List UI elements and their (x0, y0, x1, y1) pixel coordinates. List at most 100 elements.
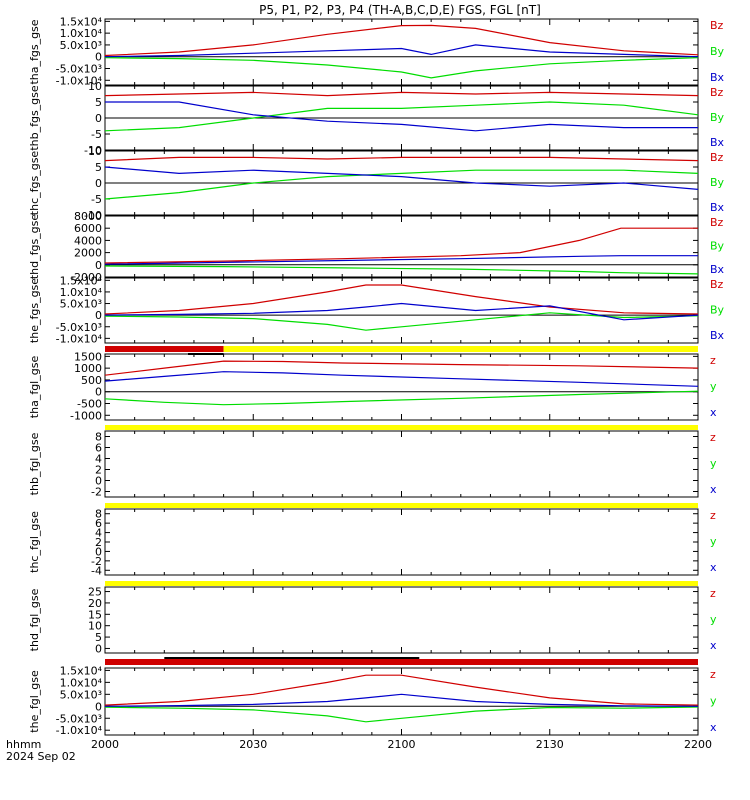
series-line-z (104, 674, 699, 706)
series-line-bz (104, 24, 699, 57)
y-tick-label: 1.0x10⁴ (60, 27, 103, 40)
status-segment-yellow (105, 425, 698, 430)
y-tick-label: -4 (91, 564, 102, 577)
y-tick-label: -10 (84, 209, 102, 222)
x-tick-label: 2200 (684, 738, 712, 751)
y-tick-label: 8 (95, 508, 102, 521)
legend-label: Bx (710, 136, 725, 149)
legend-label: Bz (710, 278, 724, 291)
status-bar-1 (105, 346, 698, 355)
y-tick-label: 2000 (74, 247, 102, 260)
y-tick-label: 8 (95, 431, 102, 444)
series-line-bx (104, 44, 699, 58)
series-line-by (104, 57, 699, 79)
y-axis-label: the_fgs_gse (28, 278, 41, 343)
legend-label: Bz (710, 86, 724, 99)
y-tick-label: -2000 (70, 271, 102, 284)
y-tick-label: -5.0x10³ (56, 321, 102, 334)
panel-3: 10 5 0 -5 -10 thc_fgs_gse Bz By Bx (28, 145, 725, 222)
legend-label: Bx (710, 201, 725, 214)
legend-label: z (710, 587, 716, 600)
series-line-by (104, 265, 699, 275)
y-tick-label: -500 (77, 398, 102, 411)
legend-label: By (710, 240, 725, 253)
legend-label: y (710, 613, 717, 626)
legend-label: y (710, 457, 717, 470)
status-marker (164, 657, 420, 659)
y-axis-label: thd_fgs_gse (28, 214, 41, 280)
y-tick-label: 0 (95, 642, 102, 655)
y-tick-label: 2 (95, 464, 102, 477)
y-axis-label: thb_fgs_gse (28, 85, 41, 151)
y-tick-label: 25 (88, 586, 102, 599)
y-tick-label: 0 (95, 475, 102, 488)
legend-label: z (710, 354, 716, 367)
y-tick-label: 0 (95, 386, 102, 399)
y-tick-label: 1000 (74, 362, 102, 375)
y-tick-label: 1.5x10⁴ (60, 664, 103, 677)
status-segment-yellow (105, 503, 698, 508)
legend-label: Bx (710, 329, 725, 342)
panel-frame (104, 277, 699, 344)
y-tick-label: 6000 (74, 222, 102, 235)
legend-label: x (710, 639, 717, 652)
y-tick-label: 1.0x10⁴ (60, 286, 103, 299)
y-tick-label: 4 (95, 527, 102, 540)
y-tick-label: 10 (88, 620, 102, 633)
x-tick-label: 2030 (239, 738, 267, 751)
y-tick-label: 0 (95, 112, 102, 125)
legend-label: Bz (710, 151, 724, 164)
y-tick-label: 1.0x10⁴ (60, 676, 103, 689)
legend-label: x (710, 721, 717, 734)
series-line-bx (104, 302, 699, 321)
x-caption-date: 2024 Sep 02 (6, 750, 76, 763)
panel-frame (104, 667, 699, 736)
y-tick-label: 5.0x10³ (60, 298, 102, 311)
y-tick-label: -2 (91, 486, 102, 499)
legend-label: By (710, 45, 725, 58)
series-line-x (104, 693, 699, 707)
y-tick-label: 0 (95, 700, 102, 713)
y-tick-label: 5 (95, 96, 102, 109)
panel-2: 10 5 0 -5 -10 thb_fgs_gse Bz By Bx (28, 80, 725, 157)
y-tick-label: -5 (91, 193, 102, 206)
y-axis-label: tha_fgl_gse (28, 356, 41, 419)
y-tick-label: 6 (95, 442, 102, 455)
x-tick-label: 2100 (388, 738, 416, 751)
status-bar-2 (105, 425, 698, 430)
y-tick-label: 5 (95, 631, 102, 644)
series-line-x (104, 371, 699, 387)
series-line-bx (105, 101, 698, 132)
y-tick-label: 6 (95, 517, 102, 530)
status-segment-yellow (105, 581, 698, 586)
y-axis-label: thc_fgs_gse (28, 151, 41, 216)
status-segment-red (105, 346, 224, 352)
series-line-bx (104, 255, 698, 265)
legend-label: z (710, 431, 716, 444)
status-marker (188, 353, 224, 355)
y-tick-label: -1000 (70, 409, 102, 422)
y-tick-label: 2 (95, 536, 102, 549)
y-tick-label: 0 (95, 177, 102, 190)
legend-label: By (710, 304, 725, 317)
y-axis-label: thc_fgl_gse (28, 511, 41, 573)
y-tick-label: 8000 (74, 210, 102, 223)
legend-label: Bx (710, 71, 725, 84)
x-tick-label: 2000 (91, 738, 119, 751)
series-line-bz (104, 156, 699, 162)
series-line-bx (104, 166, 699, 190)
series-line-y (104, 706, 699, 723)
status-segment-yellow (223, 346, 698, 352)
panel-frame (104, 18, 699, 86)
panel-frame (104, 586, 699, 654)
series-line-bz (104, 227, 698, 264)
series-line-by (104, 101, 699, 132)
y-axis-label: the_fgl_gse (28, 670, 41, 733)
